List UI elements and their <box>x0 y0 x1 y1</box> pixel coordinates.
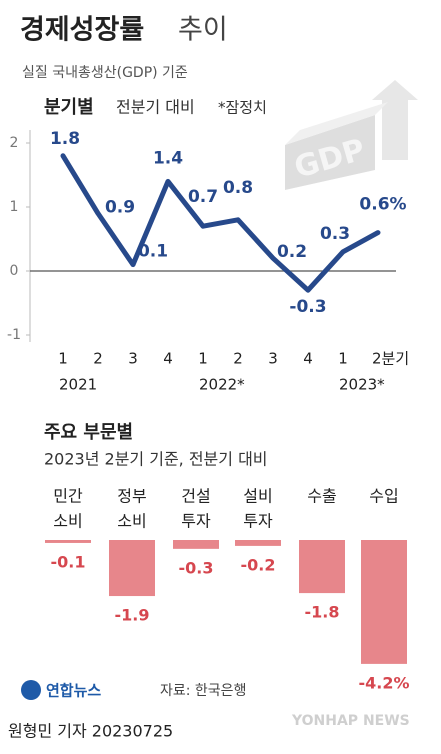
subtitle: 실질 국내총생산(GDP) 기준 <box>22 65 188 81</box>
x-tick-label: 1 <box>338 350 348 368</box>
title-sub: 추이 <box>178 15 228 46</box>
x-group-label: 2023* <box>339 376 385 394</box>
bar <box>361 540 407 664</box>
logo-text: 연합뉴스 <box>46 682 101 700</box>
byline: 원형민 기자 20230725 <box>8 722 173 741</box>
y-tick-label: 2 <box>10 135 19 151</box>
x-tick-label: 수입 <box>369 487 398 506</box>
bar <box>173 540 219 549</box>
value-label: 0.7 <box>188 187 218 207</box>
bar <box>299 540 345 594</box>
y-tick-label: 1 <box>10 199 19 215</box>
x-tick-label: 정부 <box>117 487 146 506</box>
chart-title: 분기별 <box>44 97 94 118</box>
x-tick-label: 2분기 <box>372 350 409 368</box>
x-tick-label: 4 <box>163 350 173 368</box>
logo-icon <box>21 680 41 700</box>
bar <box>109 540 155 597</box>
value-label: 0.8 <box>223 178 253 198</box>
x-tick-label: 3 <box>128 350 138 368</box>
x-tick-label: 소비 <box>117 512 146 531</box>
bar <box>235 540 281 546</box>
value-label: -1.8 <box>305 603 340 622</box>
value-label: 0.1 <box>138 242 168 262</box>
x-tick-label: 투자 <box>243 512 273 531</box>
x-tick-label: 민간 <box>53 487 83 506</box>
arrow-shape <box>372 80 418 160</box>
value-label: 0.2 <box>277 242 307 262</box>
value-label: 1.8 <box>50 129 80 149</box>
value-label: 0.9 <box>105 197 135 217</box>
block-shape <box>285 115 375 190</box>
x-tick-label: 4 <box>303 350 313 368</box>
x-tick-label: 건설 <box>181 487 210 506</box>
x-tick-label: 2 <box>233 350 243 368</box>
chart-subtitle: 2023년 2분기 기준, 전분기 대비 <box>44 450 268 469</box>
value-label: -0.3 <box>179 558 214 577</box>
title-main: 경제성장률 <box>20 15 144 46</box>
value-label: 0.3 <box>320 224 350 244</box>
value-label: 0.6% <box>359 195 406 215</box>
value-label: -0.3 <box>289 297 326 317</box>
bar <box>45 540 91 543</box>
x-tick-label: 3 <box>268 350 278 368</box>
block-top <box>285 102 388 145</box>
value-label: -1.9 <box>115 606 150 625</box>
x-tick-label: 2 <box>93 350 103 368</box>
data-line <box>60 153 381 293</box>
x-tick-label: 소비 <box>53 512 82 531</box>
y-tick-label: -1 <box>7 327 21 343</box>
x-tick-label: 수출 <box>307 487 336 506</box>
x-tick-label: 투자 <box>181 512 211 531</box>
chart-subtitle: 전분기 대비 <box>116 98 195 117</box>
chart-title: 주요 부문별 <box>44 422 133 443</box>
value-label: -0.1 <box>51 552 86 571</box>
x-tick-label: 1 <box>198 350 208 368</box>
x-tick-label: 설비 <box>243 487 272 506</box>
y-tick-label: 0 <box>10 263 19 279</box>
source: 자료: 한국은행 <box>160 683 246 699</box>
x-group-label: 2022* <box>199 376 245 394</box>
chart-note: *잠정치 <box>218 99 267 117</box>
x-group-label: 2021 <box>59 376 97 394</box>
value-label: 1.4 <box>153 148 183 168</box>
value-label: -0.2 <box>241 555 276 574</box>
value-label: -4.2% <box>358 673 409 692</box>
watermark: YONHAP NEWS <box>291 713 410 729</box>
logo: 연합뉴스 <box>21 680 101 700</box>
x-tick-label: 1 <box>58 350 68 368</box>
